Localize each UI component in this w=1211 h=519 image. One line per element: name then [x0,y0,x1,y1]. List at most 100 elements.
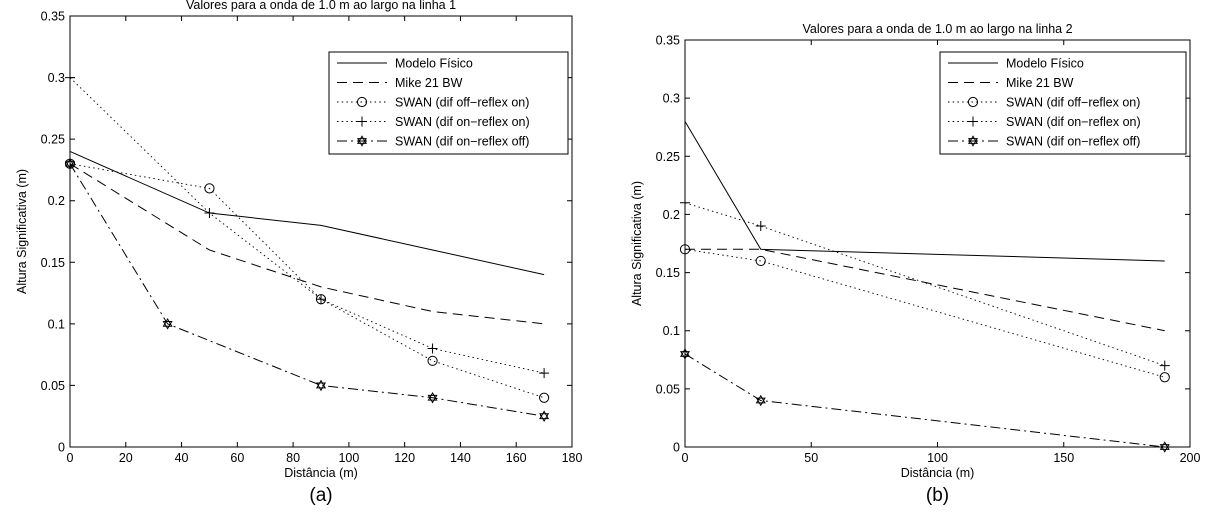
x-tick-label: 180 [562,451,583,465]
data-point [1159,441,1170,450]
legend-label: Modelo Físico [1006,57,1084,71]
y-tick-label: 0 [58,441,65,455]
y-tick-label: 0.05 [41,379,65,393]
legend-label: Modelo Físico [395,57,473,71]
y-tick-label: 0 [673,441,680,455]
series-line [69,163,545,399]
legend-label: SWAN (dif off−reflex on) [1006,96,1140,110]
x-tick-label: 20 [119,451,133,465]
data-point [679,351,691,360]
y-tick-label: 0.1 [48,317,65,331]
y-tick-label: 0.1 [663,324,680,338]
x-tick-label: 60 [230,451,244,465]
data-point [1159,360,1170,371]
y-tick-label: 0.35 [656,34,680,48]
data-point [1159,372,1170,383]
legend-label: SWAN (dif on−reflex off) [395,135,529,149]
legend-marker [356,96,368,108]
legend-marker [967,96,979,108]
data-point [539,392,550,403]
x-tick-label: 0 [682,451,689,465]
data-point [755,255,766,267]
x-axis-label: Distância (m) [284,466,358,480]
series-line [684,353,1165,448]
legend-label: SWAN (dif on−reflex on) [1006,115,1141,129]
series-5 [679,348,1170,453]
y-tick-label: 0.15 [656,266,680,280]
data-point [427,394,438,404]
legend: Modelo Físico Mike 21 BW SWAN (dif off−ref… [939,51,1187,155]
y-tick-label: 0.25 [41,133,65,147]
plot-area [69,15,573,448]
data-point [204,208,215,219]
x-axis-label: Distância (m) [901,466,975,480]
legend-marker [356,138,368,147]
data-point [539,413,550,423]
x-tick-label: 100 [927,451,948,465]
legend: Modelo Físico Mike 21 BW SWAN (dif off−ref… [328,51,569,155]
data-point [162,318,173,327]
data-point [539,410,550,420]
series-line [684,121,1165,262]
y-tick-label: 0.25 [656,150,680,164]
data-point [315,379,327,389]
series-line [69,151,545,276]
series-4 [65,72,550,379]
y-axis-label: Altura Significativa (m) [630,181,644,306]
y-tick-label: 0.2 [663,208,680,222]
series-line [684,248,1165,378]
data-point [204,183,215,194]
x-tick-label: 50 [804,451,818,465]
legend-label: Mike 21 BW [395,76,463,90]
subplot-label: (a) [309,485,332,506]
y-tick-label: 0.3 [48,71,65,85]
x-tick-label: 160 [506,451,527,465]
data-point [755,394,766,404]
data-point [427,343,438,354]
x-tick-label: 80 [286,451,300,465]
data-point [65,72,75,83]
legend-marker [968,116,978,127]
series-2 [685,248,1165,332]
y-tick-label: 0.3 [663,92,680,106]
y-tick-label: 0.15 [41,256,65,270]
data-point [64,160,76,170]
series-1 [69,151,545,276]
series-line [685,248,1165,332]
data-point [427,391,438,401]
legend-label: SWAN (dif on−reflex on) [395,115,530,129]
series-2 [69,163,545,325]
data-point [64,157,76,167]
data-point [162,320,173,330]
data-point [539,368,550,379]
x-tick-label: 200 [1180,451,1201,465]
data-point [1159,444,1170,453]
x-tick-label: 0 [67,451,74,465]
x-tick-label: 40 [175,451,189,465]
legend-marker [356,135,368,144]
series-5 [64,157,550,423]
data-point [755,221,766,232]
series-3 [679,244,1170,383]
data-point [427,355,438,366]
data-point [679,244,691,255]
chart-title: Valores para a onda de 1.0 m ao largo na… [802,22,1072,36]
data-point [755,397,766,407]
data-point [680,197,690,208]
chart-2: 0 50 100 150 200 0 0.05 0.1 0.15 0.2 0.25 0.3 0.35 Va… [630,22,1200,506]
legend-marker [967,135,979,144]
data-point [679,348,691,357]
y-tick-label: 0.35 [41,10,65,24]
legend-marker [967,138,979,147]
legend-label: SWAN (dif off−reflex on) [395,96,529,110]
chart-1: 0 20 40 60 80 100 120 140 160 180 0 0.05 0.1 0.15 0.2 0… [15,0,582,506]
x-tick-label: 100 [338,451,359,465]
x-tick-label: 120 [394,451,415,465]
data-point [316,294,326,305]
y-tick-label: 0.05 [656,382,680,396]
series-4 [680,197,1170,371]
series-line [69,163,545,417]
subplot-label: (b) [926,485,949,506]
series-line [684,202,1165,367]
